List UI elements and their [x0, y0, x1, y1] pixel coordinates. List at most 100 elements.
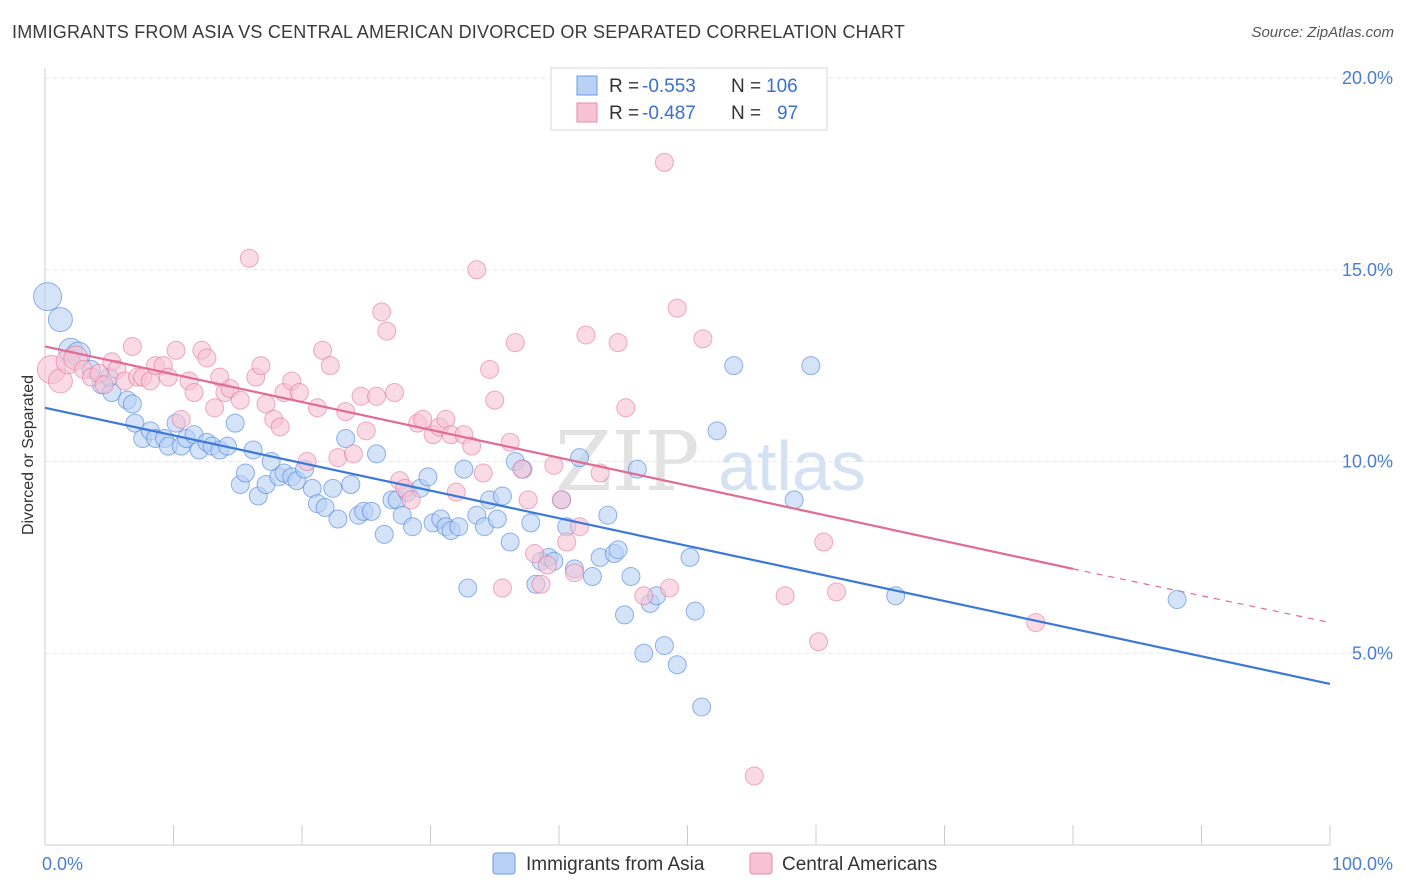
- point-1-46: [356, 421, 376, 441]
- point-0-85: [615, 605, 635, 625]
- point-1-67: [492, 578, 512, 598]
- y-tick-label-3: 20.0%: [1342, 68, 1393, 88]
- point-0-43: [341, 475, 361, 495]
- point-1-87: [667, 298, 687, 318]
- point-1-37: [289, 382, 309, 402]
- legend-r-value-central: -0.487: [642, 103, 696, 124]
- grid-lines: [45, 77, 1395, 654]
- point-1-66: [485, 390, 505, 410]
- point-0-39: [315, 498, 335, 518]
- point-1-73: [531, 574, 551, 594]
- point-1-69: [505, 333, 525, 353]
- point-0-9: [122, 394, 142, 414]
- tick-labels: 5.0% 10.0% 15.0% 20.0% 0.0% 100.0%: [42, 68, 1393, 874]
- trend-line-0: [44, 406, 1331, 686]
- legend-r-label-central: R =: [609, 103, 639, 124]
- point-1-31: [251, 356, 271, 376]
- point-0-67: [492, 486, 512, 506]
- point-0-27: [235, 463, 255, 483]
- legend-n-label-asia: N =: [731, 76, 761, 97]
- y-tick-label-0: 5.0%: [1352, 643, 1393, 663]
- point-1-89: [744, 766, 764, 786]
- point-1-74: [537, 555, 557, 575]
- point-1-21: [184, 382, 204, 402]
- axes: [44, 68, 1331, 846]
- point-0-28: [243, 440, 263, 460]
- point-1-76: [552, 490, 572, 510]
- trend-line-dashed-1: [1072, 568, 1331, 624]
- legend-r-value-asia: -0.553: [642, 76, 696, 97]
- point-1-48: [372, 302, 392, 322]
- point-1-38: [297, 452, 317, 471]
- bottom-legend-swatch-central: [749, 852, 773, 875]
- point-0-0: [33, 282, 63, 312]
- point-1-88: [693, 329, 713, 349]
- point-1-62: [462, 436, 482, 456]
- point-0-95: [692, 697, 712, 717]
- point-1-92: [814, 532, 834, 552]
- point-1-47: [367, 386, 387, 406]
- point-0-71: [521, 513, 541, 533]
- point-1-23: [197, 348, 217, 368]
- point-0-98: [801, 356, 821, 376]
- y-axis-title: Divorced or Separated: [20, 375, 37, 535]
- point-0-84: [608, 540, 628, 560]
- point-0-88: [634, 643, 654, 663]
- point-1-50: [385, 382, 405, 402]
- y-tick-label-2: 15.0%: [1342, 260, 1393, 280]
- point-0-92: [667, 655, 687, 675]
- point-0-68: [500, 532, 520, 552]
- point-1-86: [660, 578, 680, 598]
- x-tick-label-min: 0.0%: [42, 854, 83, 874]
- point-0-94: [685, 601, 705, 621]
- source-credit: Source: ZipAtlas.com: [1251, 24, 1394, 41]
- point-0-82: [598, 505, 618, 525]
- bottom-legend-label-asia: Immigrants from Asia: [526, 854, 705, 875]
- point-1-55: [413, 409, 433, 429]
- point-1-63: [467, 260, 487, 280]
- point-0-60: [449, 517, 469, 537]
- point-0-47: [367, 444, 387, 464]
- chart-title: IMMIGRANTS FROM ASIA VS CENTRAL AMERICAN…: [12, 22, 906, 42]
- point-1-49: [377, 321, 397, 341]
- point-0-48: [374, 524, 394, 544]
- point-1-90: [775, 586, 795, 606]
- point-1-29: [239, 248, 259, 268]
- point-1-44: [343, 444, 363, 464]
- point-1-28: [230, 390, 250, 410]
- point-1-71: [518, 490, 538, 510]
- y-tick-label-1: 10.0%: [1342, 452, 1393, 472]
- point-0-66: [487, 509, 507, 529]
- point-1-77: [557, 532, 577, 552]
- trend-line-1: [44, 345, 1074, 570]
- legend-swatch-central: [576, 102, 598, 123]
- point-1-70: [512, 459, 532, 479]
- legend-r-label-asia: R =: [609, 76, 639, 97]
- point-0-41: [328, 509, 348, 529]
- point-0-97: [724, 356, 744, 376]
- point-0-91: [654, 636, 674, 656]
- trend-lines: [44, 345, 1331, 686]
- point-1-53: [401, 490, 421, 510]
- legend-swatch-asia: [576, 75, 598, 96]
- point-1-72: [525, 544, 545, 564]
- point-0-55: [418, 467, 438, 487]
- point-1-7: [94, 375, 114, 395]
- point-1-64: [473, 463, 493, 483]
- bottom-legend-label-central: Central Americans: [782, 854, 937, 875]
- point-0-86: [621, 567, 641, 587]
- point-1-40: [313, 340, 333, 360]
- point-1-93: [827, 582, 847, 602]
- point-0-53: [403, 517, 423, 537]
- point-1-83: [616, 398, 636, 418]
- point-0-42: [336, 428, 356, 448]
- point-1-24: [205, 398, 225, 418]
- point-1-82: [608, 333, 628, 353]
- point-0-25: [225, 413, 245, 433]
- point-1-34: [270, 417, 290, 437]
- point-1-19: [171, 409, 191, 429]
- point-0-1: [47, 307, 73, 333]
- point-0-101: [1167, 590, 1187, 610]
- point-1-65: [480, 359, 500, 379]
